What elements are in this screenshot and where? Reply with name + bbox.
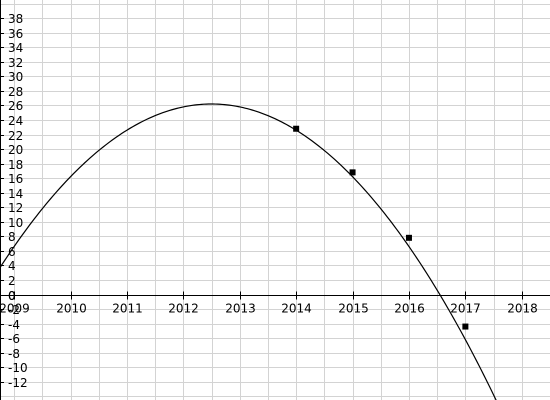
x-tick-label: 2016 <box>394 302 425 316</box>
x-tick-label: 2014 <box>281 302 312 316</box>
x-tick-label: 2012 <box>168 302 199 316</box>
data-point <box>462 323 469 330</box>
y-tick-label: 26 <box>8 99 23 113</box>
x-tick-label: 2015 <box>338 302 369 316</box>
y-tick-label: 38 <box>8 12 23 26</box>
y-tick-label: 4 <box>8 259 16 273</box>
y-tick-label: 2 <box>8 274 16 288</box>
y-tick-label: 0 <box>8 289 16 303</box>
y-tick-label: -12 <box>8 376 28 390</box>
x-tick-label: 2018 <box>507 302 538 316</box>
y-tick-label: 18 <box>8 158 23 172</box>
y-tick-label: 22 <box>8 129 23 143</box>
y-tick-label: 16 <box>8 172 23 186</box>
x-tick-label: 2009 <box>0 302 30 316</box>
y-tick-label: 8 <box>8 230 16 244</box>
data-points <box>293 125 469 330</box>
fit-curve-path <box>0 103 497 400</box>
y-tick-label: -6 <box>8 332 20 346</box>
x-tick-label: 2010 <box>56 302 87 316</box>
y-tick-label: 30 <box>8 70 23 84</box>
y-tick-label: 10 <box>8 216 23 230</box>
y-tick-label: 12 <box>8 201 23 215</box>
y-tick-label: 32 <box>8 56 23 70</box>
y-tick-label: -2 <box>8 303 20 317</box>
x-tick-label: 2017 <box>450 302 481 316</box>
y-tick-label: -4 <box>8 318 20 332</box>
y-tick-label: 24 <box>8 114 23 128</box>
y-tick-label: -10 <box>8 361 28 375</box>
data-point <box>293 125 300 132</box>
y-tick-label: 6 <box>8 245 16 259</box>
y-tick-label: -8 <box>8 347 20 361</box>
tick-labels: 2009 2010 2011 2012 2013 2014 2015 2016 2017 2018… <box>0 12 538 390</box>
y-tick-label: 14 <box>8 187 23 201</box>
y-tick-label: 0 <box>8 289 16 303</box>
x-tick-label: 2013 <box>225 302 256 316</box>
data-point <box>405 234 412 241</box>
fit-curve <box>0 103 497 400</box>
x-tick-label: 2011 <box>112 302 143 316</box>
y-tick-label: 36 <box>8 27 23 41</box>
y-tick-label: 28 <box>8 85 23 99</box>
y-tick-label: 34 <box>8 41 23 55</box>
y-tick-label: 20 <box>8 143 23 157</box>
data-point <box>349 169 356 176</box>
